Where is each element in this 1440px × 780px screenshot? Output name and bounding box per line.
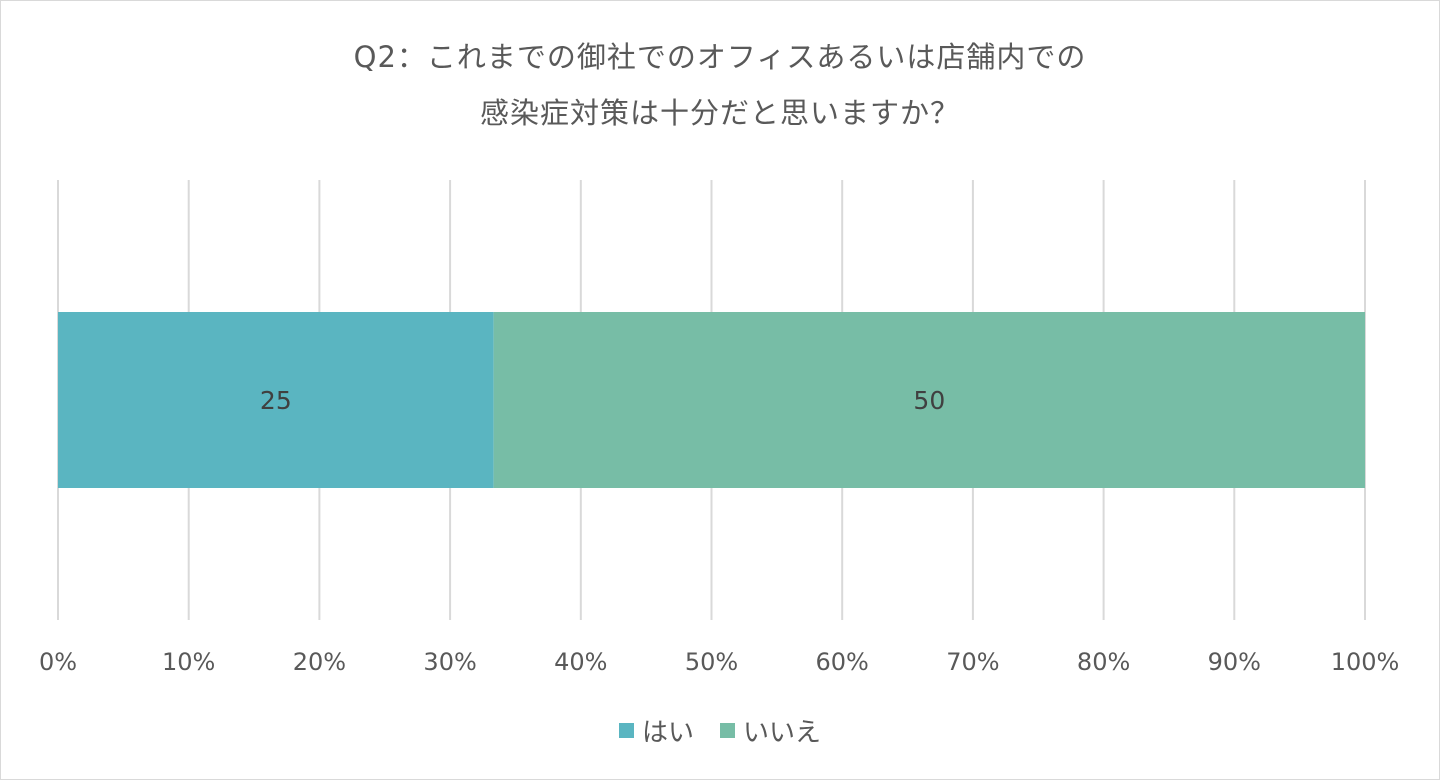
x-tick-label: 70% — [946, 648, 999, 676]
chart-title-line-2: 感染症対策は十分だと思いますか？ — [479, 96, 960, 130]
bar-series: 25 50 — [58, 312, 1366, 488]
legend-label: いいえ — [743, 718, 822, 748]
x-tick-label: 100% — [1331, 648, 1400, 676]
legend-item: はい — [618, 712, 694, 749]
legend-item: いいえ — [720, 712, 821, 749]
data-label: 25 — [260, 386, 292, 415]
x-tick-label: 10% — [162, 648, 215, 676]
x-tick-label: 80% — [1077, 648, 1130, 676]
legend-swatch — [618, 723, 634, 738]
x-axis-ticks: 0% 10% 20% 30% 40% 50% 60% 70% 80% 90% 100% — [39, 648, 1399, 676]
x-tick-label: 50% — [685, 648, 738, 676]
legend-swatch — [720, 723, 735, 738]
legend: はい いいえ — [0, 712, 1440, 749]
x-tick-label: 20% — [293, 648, 346, 676]
data-label: 50 — [913, 386, 945, 415]
x-tick-label: 40% — [554, 648, 607, 676]
bar-segment — [493, 312, 1366, 488]
chart-title-line-1: Q2：これまでの御社でのオフィスあるいは店舗内での — [353, 40, 1087, 74]
x-tick-label: 60% — [816, 648, 869, 676]
x-tick-label: 0% — [39, 648, 77, 676]
x-tick-label: 90% — [1208, 648, 1261, 676]
x-tick-label: 30% — [423, 648, 476, 676]
legend-label: はい — [641, 718, 694, 748]
bar-segment — [58, 312, 494, 488]
